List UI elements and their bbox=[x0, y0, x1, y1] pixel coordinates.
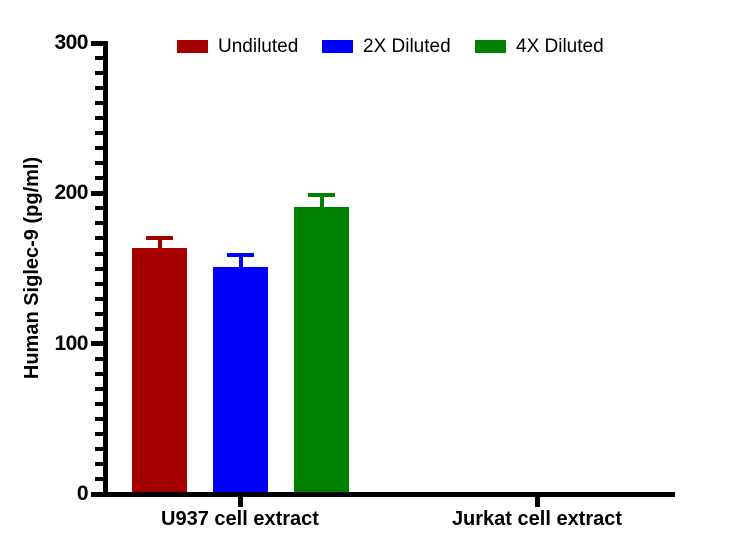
y-minor-tick-160 bbox=[95, 252, 103, 256]
y-minor-tick-290 bbox=[95, 56, 103, 60]
error-bar-stem-2x-diluted-u937-cell-extract bbox=[239, 255, 243, 273]
y-minor-tick-10 bbox=[95, 477, 103, 481]
legend-label-2x-diluted: 2X Diluted bbox=[363, 36, 451, 57]
x-category-label-jurkat-cell-extract: Jurkat cell extract bbox=[451, 508, 623, 530]
y-minor-tick-40 bbox=[95, 432, 103, 436]
y-tick-label-200: 200 bbox=[54, 181, 88, 204]
error-bar-cap-undiluted-u937-cell-extract bbox=[146, 236, 173, 240]
y-minor-tick-110 bbox=[95, 327, 103, 331]
y-minor-tick-220 bbox=[95, 161, 103, 165]
y-minor-tick-260 bbox=[95, 101, 103, 105]
y-minor-tick-250 bbox=[95, 116, 103, 120]
y-minor-tick-60 bbox=[95, 402, 103, 406]
x-category-label-u937-cell-extract: U937 cell extract bbox=[161, 508, 319, 530]
y-minor-tick-210 bbox=[95, 176, 103, 180]
y-minor-tick-70 bbox=[95, 387, 103, 391]
y-minor-tick-240 bbox=[95, 131, 103, 135]
x-tick-jurkat-cell-extract bbox=[535, 497, 540, 507]
legend-item-4x-diluted: 4X Diluted bbox=[475, 36, 604, 57]
y-axis-line bbox=[103, 41, 108, 497]
y-axis-title: Human Siglec-9 (pg/ml) bbox=[21, 156, 43, 380]
legend-swatch-4x-diluted-icon bbox=[475, 40, 506, 53]
y-minor-tick-230 bbox=[95, 146, 103, 150]
legend-swatch-undiluted-icon bbox=[177, 40, 208, 53]
chart-legend: Undiluted 2X Diluted 4X Diluted bbox=[0, 0, 736, 60]
legend-swatch-2x-diluted-icon bbox=[322, 40, 353, 53]
y-minor-tick-20 bbox=[95, 462, 103, 466]
legend-label-undiluted: Undiluted bbox=[218, 36, 299, 57]
y-major-tick-300 bbox=[91, 41, 103, 46]
y-tick-label-0: 0 bbox=[76, 482, 89, 505]
error-bar-cap-4x-diluted-u937-cell-extract bbox=[308, 193, 335, 197]
bar-4x-diluted-u937-cell-extract bbox=[294, 207, 349, 492]
y-minor-tick-180 bbox=[95, 221, 103, 225]
y-tick-label-100: 100 bbox=[54, 332, 88, 355]
error-bar-stem-4x-diluted-u937-cell-extract bbox=[320, 195, 324, 213]
y-minor-tick-150 bbox=[95, 267, 103, 271]
y-minor-tick-270 bbox=[95, 86, 103, 90]
y-minor-tick-30 bbox=[95, 447, 103, 451]
y-minor-tick-280 bbox=[95, 71, 103, 75]
bar-2x-diluted-u937-cell-extract bbox=[213, 267, 268, 492]
y-major-tick-0 bbox=[91, 492, 103, 497]
y-tick-label-300: 300 bbox=[54, 31, 88, 54]
y-minor-tick-50 bbox=[95, 417, 103, 421]
bar-undiluted-u937-cell-extract bbox=[132, 248, 187, 492]
y-minor-tick-120 bbox=[95, 312, 103, 316]
y-minor-tick-190 bbox=[95, 206, 103, 210]
y-minor-tick-90 bbox=[95, 357, 103, 361]
y-minor-tick-80 bbox=[95, 372, 103, 376]
legend-item-2x-diluted: 2X Diluted bbox=[322, 36, 451, 57]
y-minor-tick-140 bbox=[95, 282, 103, 286]
x-tick-u937-cell-extract bbox=[238, 497, 243, 507]
y-major-tick-100 bbox=[91, 341, 103, 346]
y-major-tick-200 bbox=[91, 191, 103, 196]
legend-label-4x-diluted: 4X Diluted bbox=[516, 36, 604, 57]
x-axis-line bbox=[103, 492, 675, 497]
y-minor-tick-170 bbox=[95, 236, 103, 240]
legend-item-undiluted: Undiluted bbox=[177, 36, 299, 57]
error-bar-cap-2x-diluted-u937-cell-extract bbox=[227, 253, 254, 257]
y-minor-tick-130 bbox=[95, 297, 103, 301]
error-bar-stem-undiluted-u937-cell-extract bbox=[158, 238, 162, 254]
